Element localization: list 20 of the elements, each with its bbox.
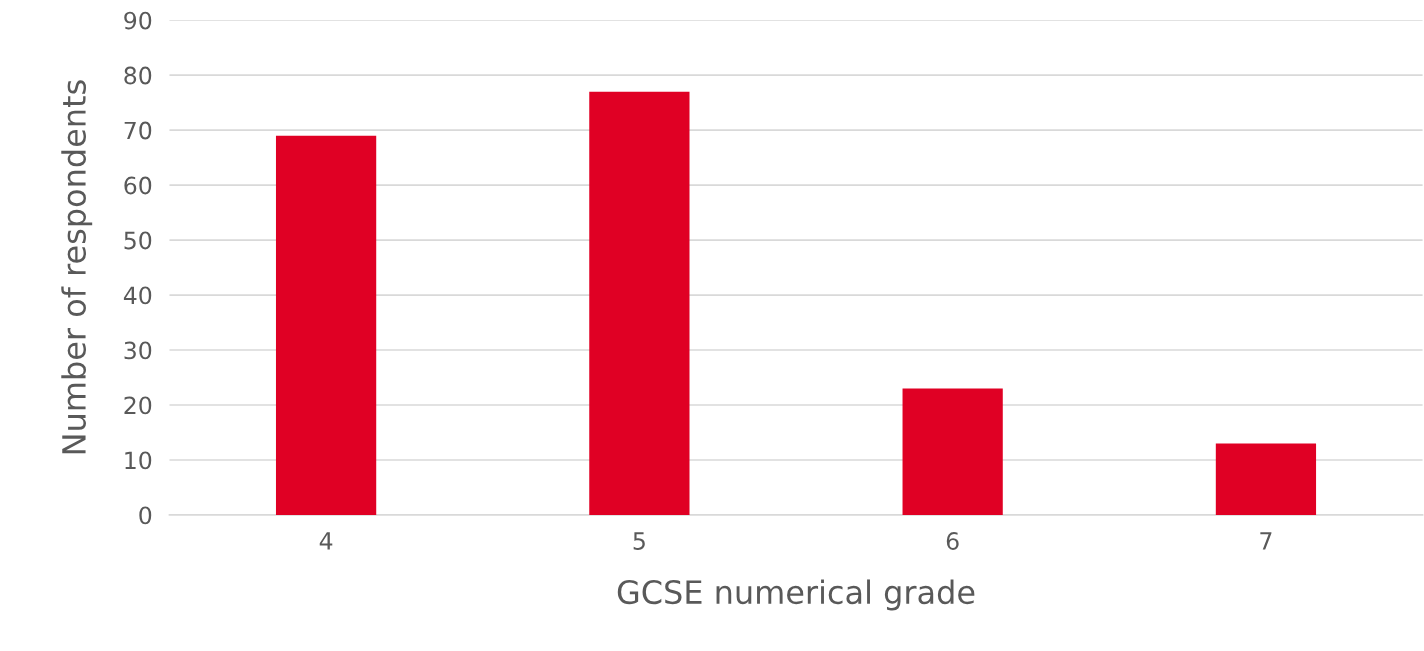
y-tick-label: 90 <box>124 11 152 30</box>
x-tick-label: 6 <box>946 532 959 550</box>
bar <box>902 388 1003 515</box>
y-axis-title: Number of respondents <box>61 80 93 454</box>
x-tick-label: 4 <box>319 532 333 550</box>
bar <box>1215 443 1317 515</box>
y-tick-label: 60 <box>124 176 152 195</box>
bar <box>589 91 690 515</box>
y-tick-label: 30 <box>124 341 152 360</box>
y-tick-label: 80 <box>124 66 152 85</box>
y-tick-label: 50 <box>124 231 152 250</box>
x-tick-label: 7 <box>1260 532 1272 550</box>
y-tick-label: 70 <box>124 121 152 140</box>
bar <box>275 135 377 515</box>
y-tick-label: 20 <box>124 396 152 415</box>
x-axis-title: GCSE numerical grade <box>617 579 975 611</box>
y-tick-label: 10 <box>125 451 152 470</box>
x-tick-label: 5 <box>633 532 645 550</box>
y-tick-label: 0 <box>139 506 152 525</box>
y-tick-label: 40 <box>123 286 152 305</box>
